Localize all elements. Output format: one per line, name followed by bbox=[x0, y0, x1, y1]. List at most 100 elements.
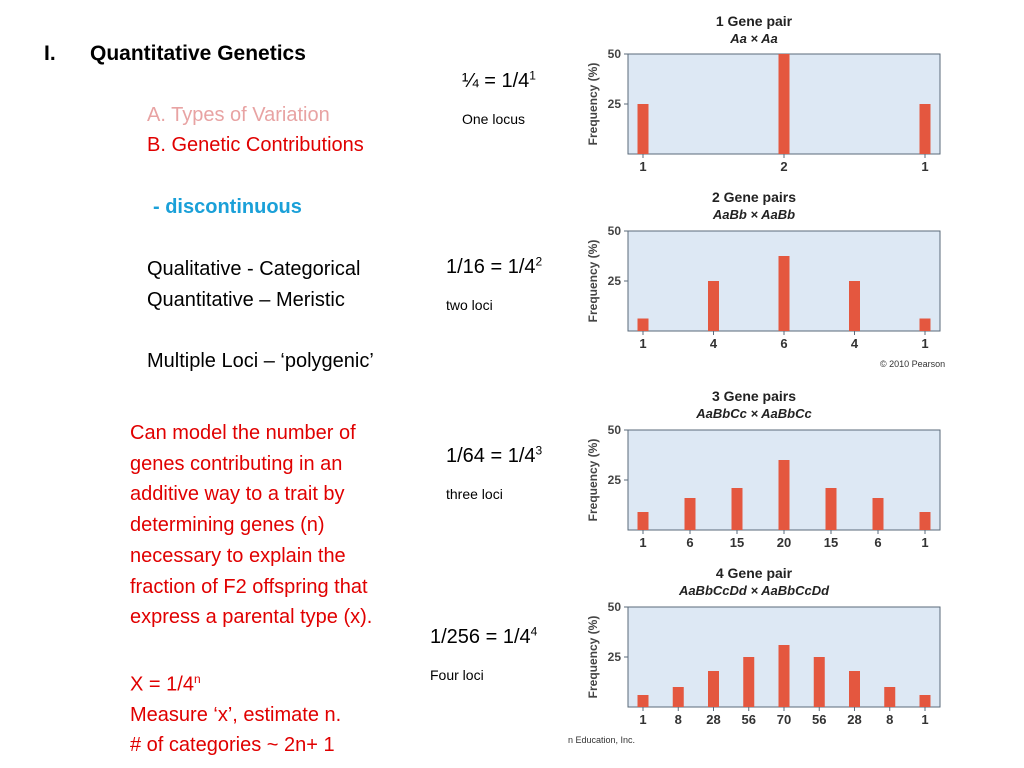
y-tick-label: 50 bbox=[608, 224, 622, 238]
x-tick-label: 1 bbox=[639, 535, 646, 550]
x-tick-label: 1 bbox=[921, 159, 928, 174]
x-tick-label: 1 bbox=[921, 535, 928, 550]
x-tick-label: 6 bbox=[780, 336, 787, 351]
bar bbox=[813, 657, 825, 707]
chart-subtitle: AaBbCc × AaBbCc bbox=[695, 406, 812, 421]
chart-subtitle: AaBbCcDd × AaBbCcDd bbox=[678, 583, 830, 598]
model-line: fraction of F2 offspring that bbox=[130, 575, 368, 598]
loci-label-two: two loci bbox=[446, 297, 493, 313]
fraction-text: 1/16 = 1/4 bbox=[446, 256, 536, 278]
fraction-one-locus: ¼ = 1/41 bbox=[462, 68, 536, 93]
discontinuous-label: - discontinuous bbox=[153, 196, 302, 218]
x-tick-label: 20 bbox=[777, 535, 791, 550]
x-tick-label: 2 bbox=[780, 159, 787, 174]
bar bbox=[919, 512, 931, 530]
y-axis-label: Frequency (%) bbox=[586, 63, 600, 146]
bar bbox=[778, 256, 790, 331]
model-paragraph: Can model the number of genes contributi… bbox=[130, 418, 430, 633]
x-tick-label: 28 bbox=[847, 712, 861, 727]
gene-pair-charts: © 2010 Pearson n Education, Inc. 1 Gene … bbox=[568, 13, 945, 745]
multiple-loci-line: Multiple Loci – ‘polygenic’ bbox=[147, 350, 374, 372]
bar bbox=[637, 104, 649, 154]
chart-title: 2 Gene pairs bbox=[712, 189, 796, 205]
education-credit: n Education, Inc. bbox=[568, 735, 635, 745]
subheading-genetic-contributions: B. Genetic Contributions bbox=[147, 134, 364, 156]
bar bbox=[884, 687, 896, 707]
y-tick-label: 25 bbox=[608, 274, 622, 288]
x-tick-label: 28 bbox=[706, 712, 720, 727]
x-tick-label: 6 bbox=[686, 535, 693, 550]
x-tick-label: 1 bbox=[639, 712, 646, 727]
x-tick-label: 70 bbox=[777, 712, 791, 727]
fraction-exponent: 4 bbox=[530, 624, 538, 639]
loci-label-four: Four loci bbox=[430, 667, 484, 683]
x-tick-label: 56 bbox=[812, 712, 826, 727]
bar bbox=[708, 671, 719, 707]
bar bbox=[778, 54, 790, 154]
bar bbox=[672, 687, 684, 707]
measure-line: Measure ‘x’, estimate n. bbox=[130, 703, 342, 726]
loci-label-one: One locus bbox=[462, 111, 526, 127]
fraction-two-loci: 1/16 = 1/42 bbox=[446, 254, 543, 279]
model-line: express a parental type (x). bbox=[130, 606, 373, 629]
bar bbox=[778, 460, 790, 530]
x-tick-label: 4 bbox=[851, 336, 859, 351]
x-tick-label: 8 bbox=[675, 712, 682, 727]
bar bbox=[825, 488, 837, 530]
bar bbox=[684, 498, 696, 530]
y-tick-label: 25 bbox=[608, 650, 622, 664]
chart-subtitle: AaBb × AaBb bbox=[712, 207, 795, 222]
x-tick-label: 15 bbox=[730, 535, 744, 550]
chart-subtitle: Aa × Aa bbox=[729, 31, 778, 46]
bar bbox=[637, 318, 649, 331]
fraction-exponent: 1 bbox=[529, 68, 536, 83]
y-tick-label: 50 bbox=[608, 600, 622, 614]
fraction-exponent: 3 bbox=[535, 443, 543, 458]
x-tick-label: 56 bbox=[742, 712, 756, 727]
bar bbox=[731, 488, 743, 530]
model-line: determining genes (n) bbox=[130, 514, 325, 537]
fraction-text: ¼ = 1/4 bbox=[462, 70, 530, 92]
y-tick-label: 50 bbox=[608, 423, 622, 437]
heading-text: Quantitative Genetics bbox=[90, 42, 306, 65]
x-tick-label: 1 bbox=[639, 336, 646, 351]
x-tick-label: 4 bbox=[710, 336, 718, 351]
pearson-credit: © 2010 Pearson bbox=[880, 359, 945, 369]
formula-block: X = 1/4n Measure ‘x’, estimate n. # of c… bbox=[130, 664, 341, 760]
bar bbox=[778, 645, 790, 707]
x-tick-label: 8 bbox=[886, 712, 893, 727]
quantitative-line: Quantitative – Meristic bbox=[147, 289, 345, 311]
bar bbox=[708, 281, 719, 331]
bar bbox=[637, 512, 649, 530]
bar bbox=[919, 104, 931, 154]
qualitative-line: Qualitative - Categorical bbox=[147, 258, 361, 280]
formula-line: X = 1/4n bbox=[130, 664, 341, 700]
bar bbox=[919, 318, 931, 331]
x-tick-label: 1 bbox=[921, 712, 928, 727]
bar bbox=[919, 695, 931, 707]
chart-title: 1 Gene pair bbox=[716, 13, 793, 29]
model-line: additive way to a trait by bbox=[130, 483, 345, 506]
loci-label-three: three loci bbox=[446, 486, 503, 502]
x-tick-label: 1 bbox=[639, 159, 646, 174]
bar bbox=[872, 498, 884, 530]
bar bbox=[637, 695, 649, 707]
chart-title: 3 Gene pairs bbox=[712, 388, 796, 404]
x-tick-label: 1 bbox=[921, 336, 928, 351]
heading-number: I. bbox=[44, 42, 56, 65]
x-tick-label: 6 bbox=[874, 535, 881, 550]
fraction-three-loci: 1/64 = 1/43 bbox=[446, 443, 543, 468]
fraction-exponent: 2 bbox=[535, 254, 543, 269]
fraction-text: 1/256 = 1/4 bbox=[430, 626, 531, 648]
formula-exponent: n bbox=[193, 672, 201, 686]
categories-rule-line: # of categories ~ 2n+ 1 bbox=[130, 733, 335, 756]
y-tick-label: 25 bbox=[608, 473, 622, 487]
bar bbox=[849, 671, 860, 707]
formula-base: X = 1/4 bbox=[130, 673, 194, 696]
subheading-types-of-variation: A. Types of Variation bbox=[147, 104, 330, 126]
y-tick-label: 25 bbox=[608, 97, 622, 111]
bar bbox=[849, 281, 860, 331]
y-axis-label: Frequency (%) bbox=[586, 240, 600, 323]
model-line: genes contributing in an bbox=[130, 452, 343, 475]
x-tick-label: 15 bbox=[824, 535, 838, 550]
